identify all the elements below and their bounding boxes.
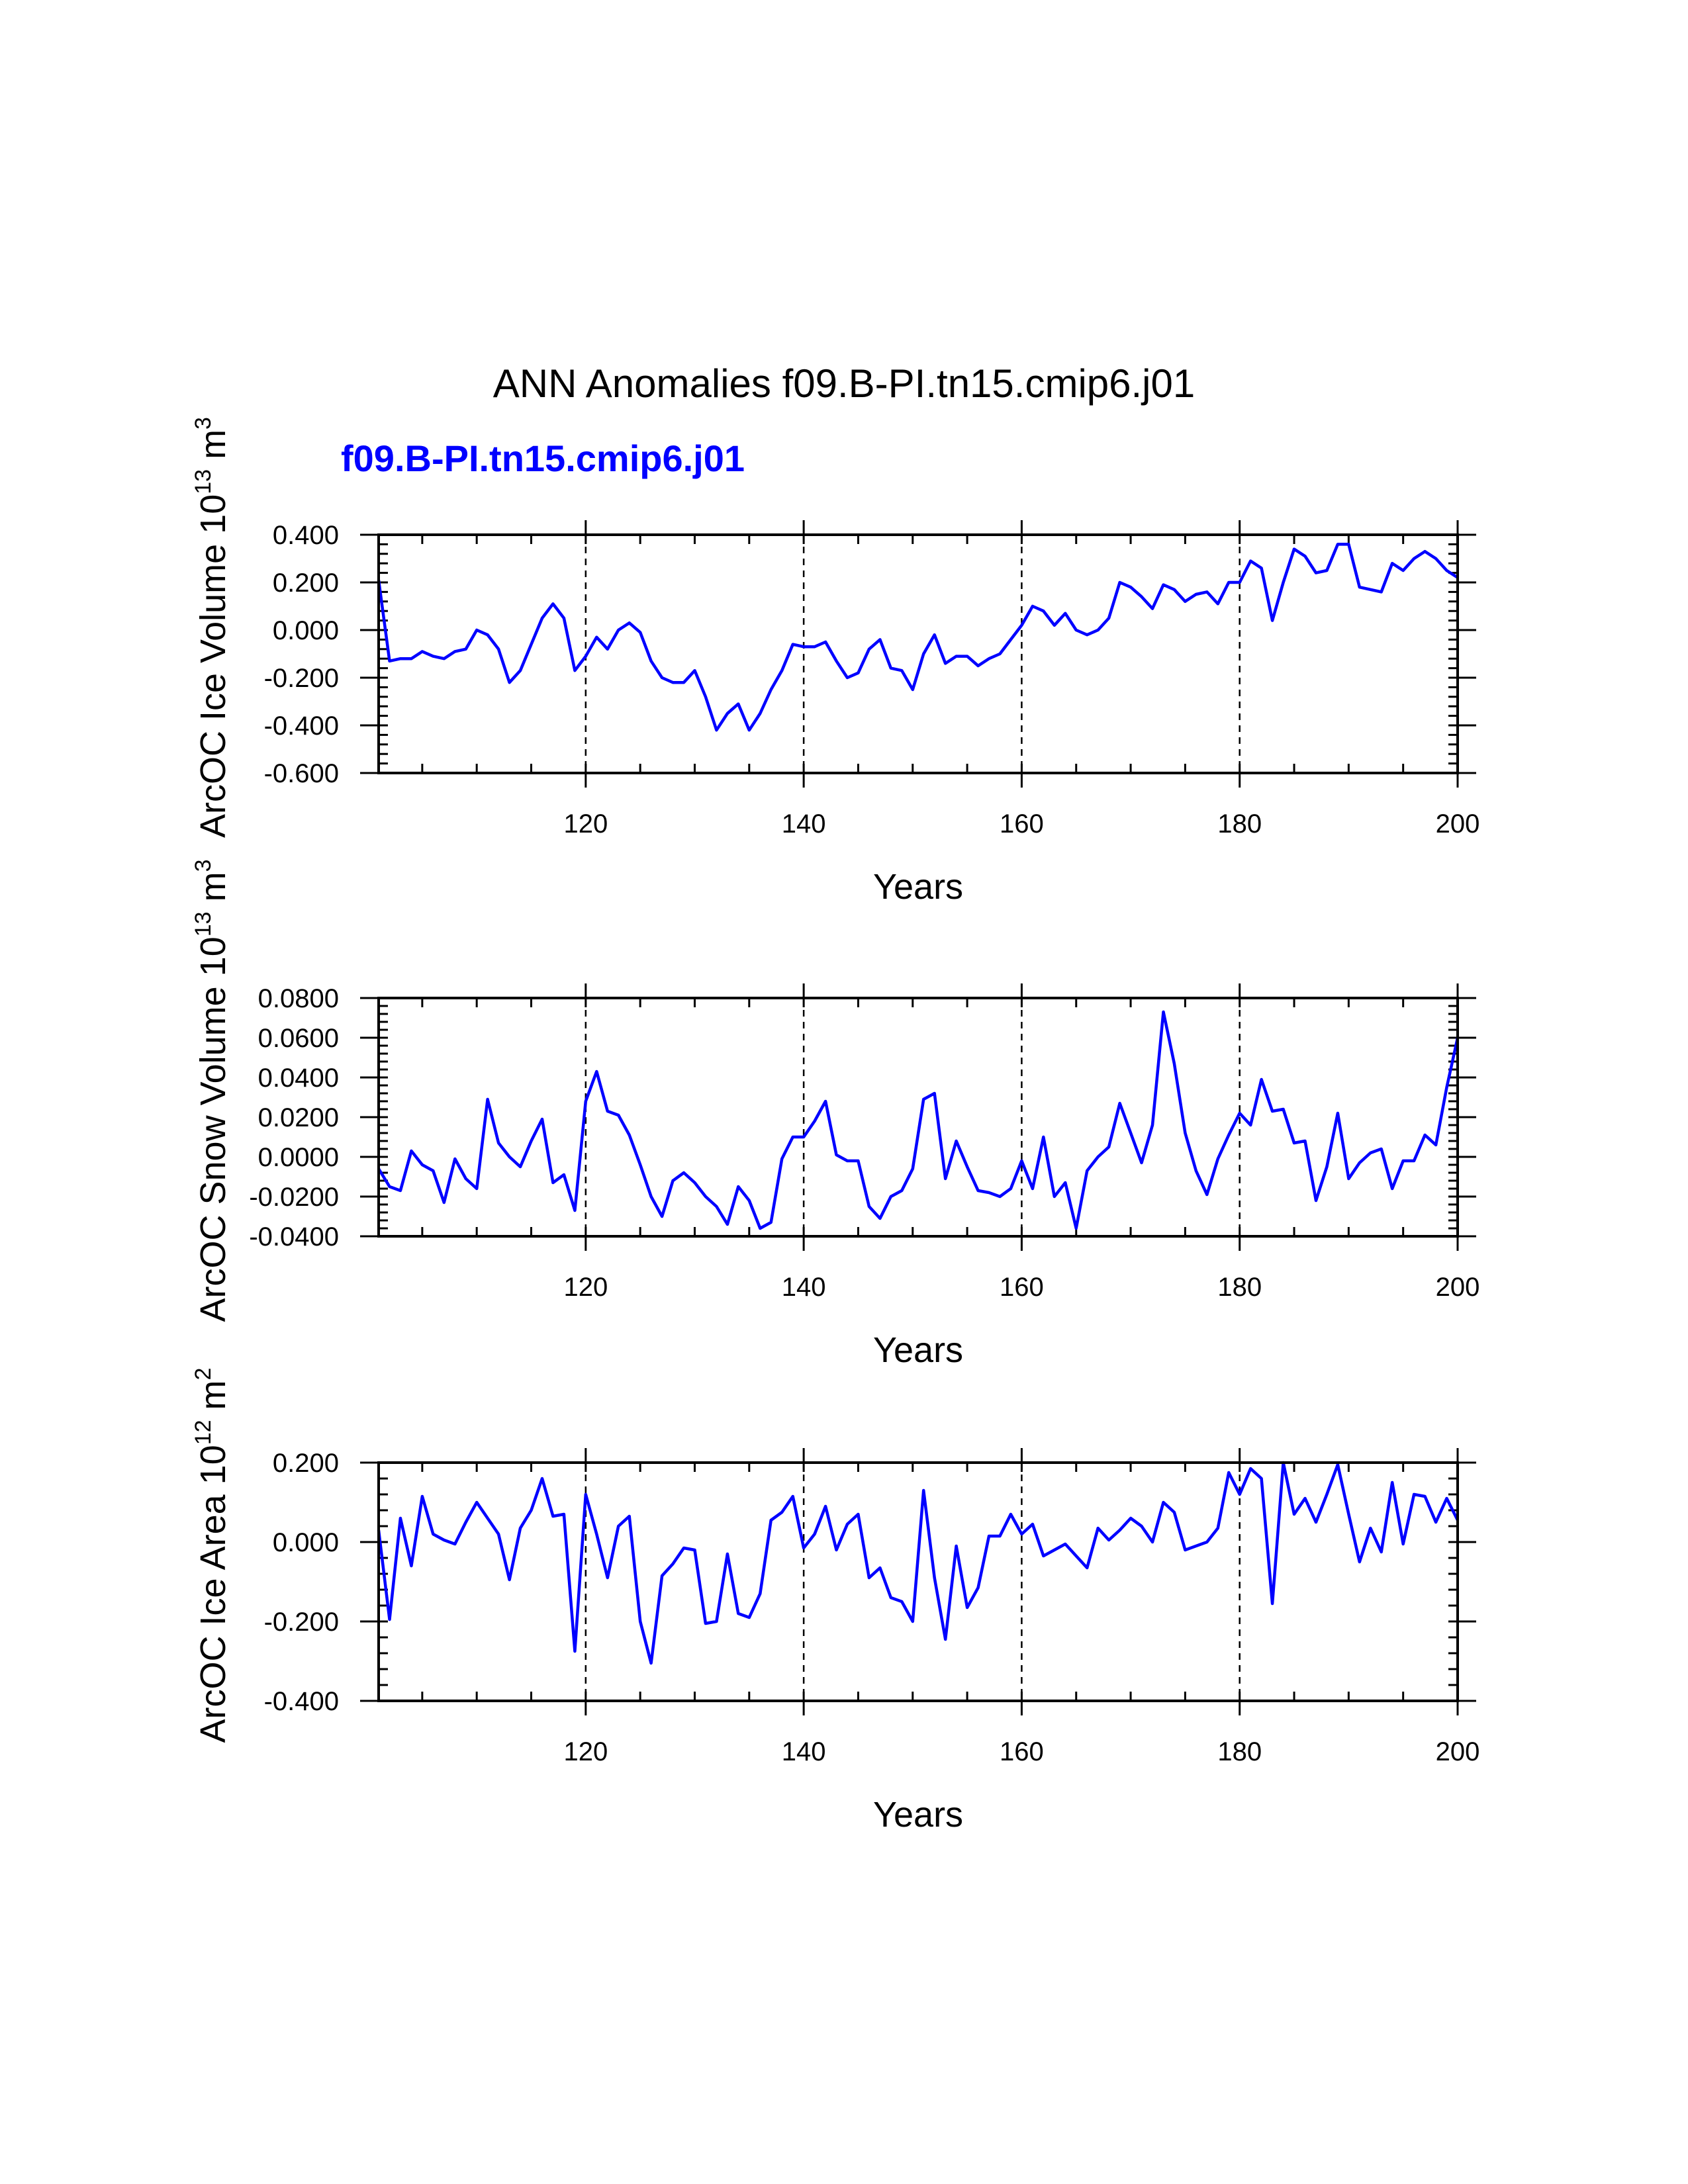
y-tick-label: 0.0200	[258, 1103, 339, 1132]
chart-panels: 120 140 160 180 200 -0.600 -0.400 -0.200 0.000 0.…	[191, 417, 1479, 1835]
y-tick-label: -0.400	[264, 711, 339, 741]
chart-panel-3: 120 140 160 180 200 -0.400 -0.200 0.000 0.200 Yea…	[191, 1368, 1479, 1835]
series-label: f09.B-PI.tn15.cmip6.j01	[341, 437, 745, 479]
y-tick-label: 0.400	[273, 521, 339, 550]
x-axis-title: Years	[873, 867, 963, 907]
x-tick-label: 160	[1000, 1273, 1044, 1302]
x-tick-label: 200	[1436, 1737, 1480, 1766]
y-axis-title: ArcOC Ice Volume 1013 m3	[191, 417, 233, 838]
x-axis-title: Years	[873, 1330, 963, 1370]
x-tick-label: 120	[563, 1273, 608, 1302]
axis-title-text: m	[193, 1380, 233, 1420]
y-tick-label: -0.0400	[249, 1222, 339, 1251]
y-axis-title: ArcOC Ice Area 1012 m2	[191, 1368, 233, 1743]
y-axis-title: ArcOC Snow Volume 1013 m3	[191, 859, 233, 1322]
y-tick-label: 0.200	[273, 569, 339, 598]
unit-exponent: 12	[191, 1420, 216, 1445]
plot-frame	[377, 1461, 1459, 1702]
x-tick-label: 140	[782, 1737, 826, 1766]
x-tick-label: 180	[1217, 1273, 1262, 1302]
x-tick-label: 120	[563, 1737, 608, 1766]
series-line-3	[377, 1461, 1460, 1665]
x-tick-label: 140	[782, 809, 826, 839]
x-tick-label: 160	[1000, 809, 1044, 839]
axis-title-text: ArcOC Snow Volume 10	[193, 936, 233, 1322]
y-tick-label: 0.0600	[258, 1024, 339, 1053]
chart-panel-2: 120 140 160 180 200 -0.0400 -0.0200 0.0000 0.020…	[191, 859, 1479, 1370]
axis-title-text: m	[193, 430, 233, 469]
axis-title-text: ArcOC Ice Volume 10	[193, 494, 233, 838]
x-tick-label: 120	[563, 809, 608, 839]
y-tick-label: -0.600	[264, 759, 339, 788]
y-tick-label: 0.000	[273, 1528, 339, 1557]
series-line-2	[377, 1010, 1460, 1230]
axis-title-text: m	[193, 872, 233, 911]
x-tick-label: 180	[1217, 1737, 1262, 1766]
y-tick-label: 0.000	[273, 616, 339, 645]
y-tick-label: 0.0000	[258, 1143, 339, 1172]
unit-exponent: 3	[191, 859, 216, 872]
y-tick-label: -0.400	[264, 1687, 339, 1716]
x-tick-label: 140	[782, 1273, 826, 1302]
x-tick-label: 160	[1000, 1737, 1044, 1766]
plot-frame	[377, 533, 1459, 774]
x-tick-label: 180	[1217, 809, 1262, 839]
x-axis-title: Years	[873, 1795, 963, 1835]
series-line-1	[377, 543, 1459, 732]
y-tick-label: -0.0200	[249, 1183, 339, 1212]
x-tick-label: 200	[1436, 1273, 1480, 1302]
y-tick-label: 0.0800	[258, 984, 339, 1013]
chart-panel-1: 120 140 160 180 200 -0.600 -0.400 -0.200 0.000 0.…	[191, 417, 1479, 907]
unit-exponent: 13	[191, 469, 216, 494]
y-tick-label: -0.200	[264, 1608, 339, 1637]
figure-title: ANN Anomalies f09.B-PI.tn15.cmip6.j01	[493, 361, 1196, 406]
y-tick-label: 0.200	[273, 1449, 339, 1478]
plot-frame	[377, 997, 1459, 1238]
y-tick-label: -0.200	[264, 664, 339, 693]
unit-exponent: 2	[191, 1368, 216, 1381]
y-tick-label: 0.0400	[258, 1064, 339, 1093]
unit-exponent: 3	[191, 417, 216, 430]
axis-title-text: ArcOC Ice Area 10	[193, 1445, 233, 1743]
x-tick-label: 200	[1436, 809, 1480, 839]
unit-exponent: 13	[191, 911, 216, 936]
